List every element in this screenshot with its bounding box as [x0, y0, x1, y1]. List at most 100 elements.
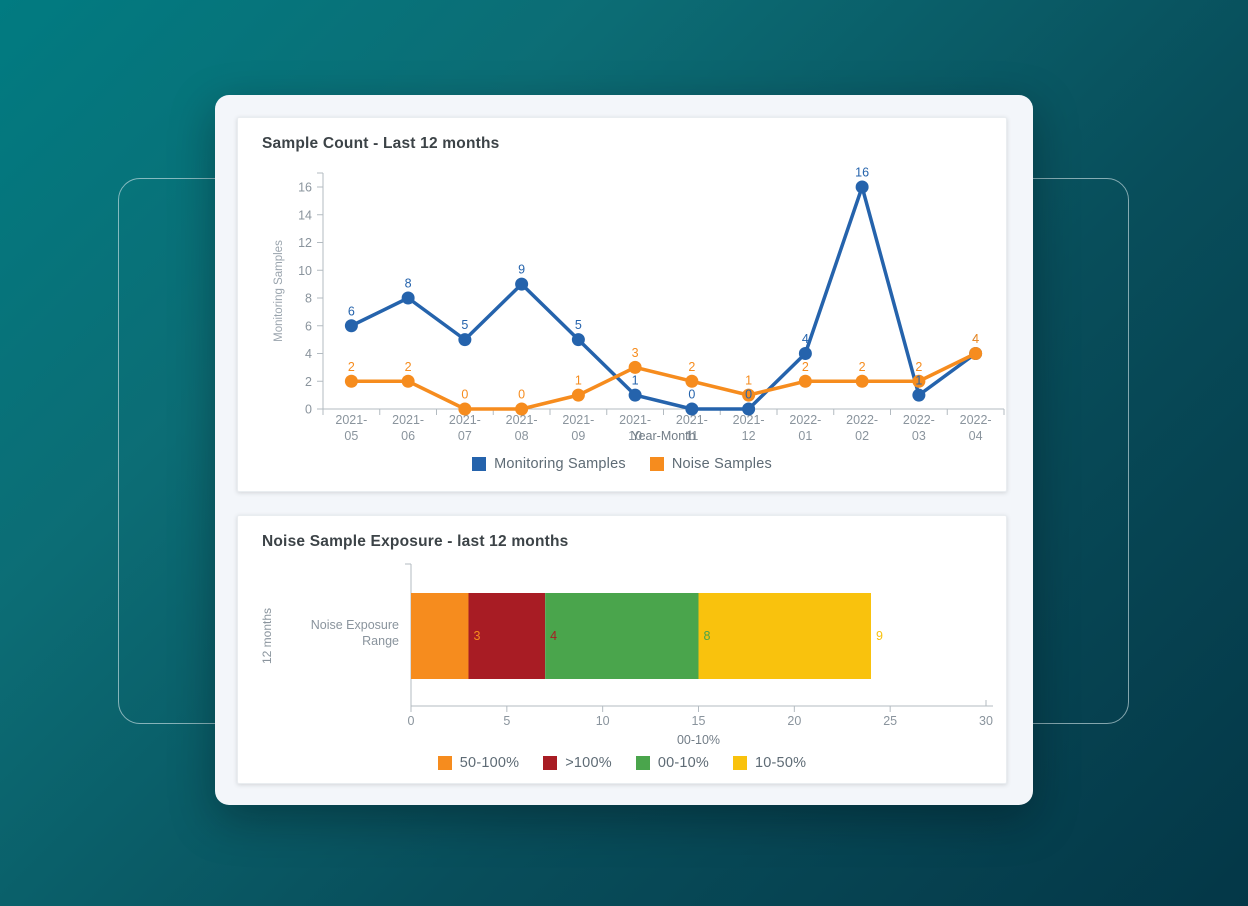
data-point-noise-samples[interactable] [401, 374, 415, 388]
x-tick-label: 2022- 01 [789, 413, 821, 443]
y-axis: 0 2 4 6 8 10 12 14 16 Monitoring Samples [273, 172, 324, 417]
svg-text:Noise Exposure: Noise Exposure [311, 618, 399, 632]
bar-chart-legend: 50-100% >100% 00-10% 10-50% [238, 755, 1006, 771]
x-axis-title: Year-Month [631, 429, 695, 443]
data-point-noise-samples[interactable] [344, 374, 358, 388]
svg-text:03: 03 [912, 429, 926, 443]
data-point-monitoring-samples[interactable] [401, 291, 415, 305]
point-label: 3 [632, 346, 639, 360]
data-point-noise-samples[interactable] [742, 388, 756, 402]
data-point-noise-samples[interactable] [458, 402, 472, 416]
point-label: 1 [745, 374, 752, 388]
legend-swatch-00-10 [635, 756, 650, 770]
svg-text:12: 12 [742, 429, 756, 443]
point-label: 2 [405, 360, 412, 374]
data-point-monitoring-samples[interactable] [855, 180, 869, 194]
y-tick-label: 14 [298, 208, 312, 222]
x-tick-label: 10 [596, 714, 610, 728]
stacked-bar: 3 4 8 9 [411, 593, 883, 679]
legend-swatch-monitoring-samples [472, 457, 487, 471]
bar-segment-100[interactable] [468, 593, 546, 679]
point-label: 2 [688, 360, 695, 374]
point-label: 5 [461, 318, 468, 332]
svg-text:2021-: 2021- [335, 413, 367, 427]
svg-text:2021-: 2021- [676, 413, 708, 427]
data-point-noise-samples[interactable] [571, 388, 585, 402]
data-point-monitoring-samples[interactable] [344, 319, 358, 333]
bar-segment-10-50[interactable] [698, 593, 872, 679]
legend-swatch-50-100 [437, 756, 452, 770]
bar-segment-00-10[interactable] [545, 593, 699, 679]
point-label: 0 [745, 388, 752, 402]
legend-label: 00-10% [657, 755, 709, 771]
data-point-noise-samples[interactable] [855, 374, 869, 388]
x-tick-label: 2022- 03 [903, 413, 935, 443]
legend-label: 50-100% [459, 755, 520, 771]
y-tick-label: 0 [305, 403, 312, 417]
data-point-monitoring-samples[interactable] [458, 333, 472, 347]
data-point-monitoring-samples[interactable] [912, 388, 926, 402]
segment-label: 4 [550, 629, 557, 643]
data-point-noise-samples[interactable] [798, 374, 812, 388]
legend-swatch-10-50 [733, 756, 747, 770]
data-point-monitoring-samples[interactable] [685, 402, 699, 416]
data-point-noise-samples[interactable] [628, 360, 642, 374]
svg-text:02: 02 [855, 429, 869, 443]
x-tick-label: 2021- 12 [733, 413, 765, 443]
legend-item-10-50: 10-50% [733, 755, 806, 771]
y-tick-label: 16 [298, 181, 312, 195]
x-tick-label: 15 [692, 714, 706, 728]
x-tick-label: 2021- 10 [619, 413, 651, 443]
legend-item-noise-samples: Noise Samples [649, 456, 772, 472]
bar-segment-50-100[interactable] [411, 593, 469, 679]
data-point-noise-samples[interactable] [685, 374, 699, 388]
data-point-monitoring-samples[interactable] [628, 388, 642, 402]
data-point-noise-samples[interactable] [969, 347, 983, 360]
legend-item-100: >100% [543, 755, 612, 771]
x-tick-label: 2021- 07 [449, 413, 481, 443]
point-label: 9 [518, 263, 525, 277]
data-point-monitoring-samples[interactable] [571, 333, 585, 347]
svg-text:2021-: 2021- [733, 413, 765, 427]
point-label: 1 [915, 374, 922, 388]
point-label: 2 [859, 360, 866, 374]
svg-text:09: 09 [571, 429, 585, 443]
x-tick-label: 2021- 11 [676, 413, 708, 443]
legend-item-monitoring-samples: Monitoring Samples [472, 456, 626, 472]
point-label: 0 [688, 388, 695, 402]
legend-label: Noise Samples [671, 456, 772, 472]
stacked-bar-chart: Noise Exposure Range 12 months 3 4 8 9 0 5 10 15 20… [260, 563, 993, 747]
y-tick-label: 8 [305, 292, 312, 306]
line-chart-legend: Monitoring Samples Noise Samples [238, 456, 1006, 472]
x-tick-label: 2021- 05 [335, 413, 367, 443]
data-point-monitoring-samples[interactable] [798, 347, 812, 360]
y-tick-label: 6 [305, 319, 312, 333]
data-point-monitoring-samples[interactable] [742, 402, 756, 416]
x-tick-label: 2021- 09 [562, 413, 594, 443]
x-tick-label: 2022- 02 [846, 413, 878, 443]
svg-text:11: 11 [685, 429, 698, 443]
y-tick-label: 12 [298, 236, 312, 250]
x-tick-label: 0 [408, 714, 415, 728]
svg-text:10: 10 [628, 429, 642, 443]
data-point-noise-samples[interactable] [912, 374, 926, 388]
svg-text:2021-: 2021- [619, 413, 651, 427]
point-label: 6 [348, 304, 355, 318]
series-noise-samples [344, 347, 983, 416]
x-tick-label: 30 [979, 714, 993, 728]
svg-text:06: 06 [401, 429, 415, 443]
y-tick-label: 2 [305, 375, 312, 389]
legend-item-50-100: 50-100% [437, 755, 520, 771]
sample-count-card: Sample Count - Last 12 months 0 2 4 6 8 10 12 1… [237, 117, 1007, 492]
x-tick-label: 2021- 06 [392, 413, 424, 443]
noise-exposure-title: Noise Sample Exposure - last 12 months [262, 533, 569, 550]
y-axis-title: Monitoring Samples [273, 240, 285, 342]
dashboard-panel: Sample Count - Last 12 months 0 2 4 6 8 10 12 1… [215, 95, 1033, 805]
legend-swatch-100 [543, 756, 558, 770]
point-label: 2 [915, 360, 922, 374]
data-point-monitoring-samples[interactable] [515, 277, 529, 291]
sample-count-title: Sample Count - Last 12 months [262, 135, 500, 152]
segment-label: 9 [876, 629, 883, 643]
data-point-noise-samples[interactable] [515, 402, 529, 416]
